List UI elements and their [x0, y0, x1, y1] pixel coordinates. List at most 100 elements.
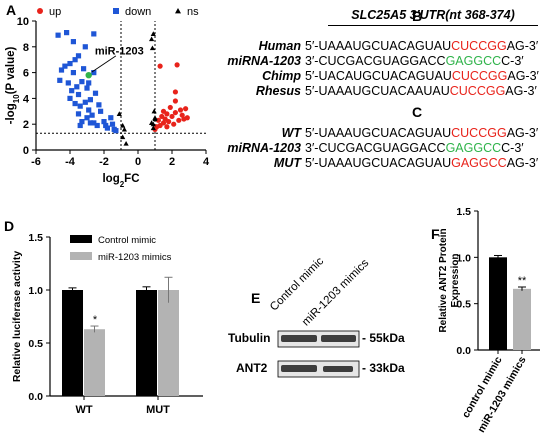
bar: [158, 290, 179, 396]
data-point-down: [96, 102, 102, 108]
legend-label: ns: [187, 6, 199, 18]
sequence-label: Rhesus: [255, 84, 301, 98]
sequence-prefix: 5′-UAAAUGCUACAGUAU: [305, 39, 452, 53]
annotation-label: miR-1203: [95, 46, 144, 58]
data-point-ns: [149, 120, 155, 125]
sequence-prefix: 3′-CUCGACGUAGGACC: [305, 141, 446, 155]
data-point-up: [179, 112, 185, 118]
data-point-up: [174, 62, 180, 68]
panel-letter-f: F: [431, 226, 440, 242]
data-point-down: [77, 103, 83, 109]
data-point-up: [177, 107, 184, 113]
data-point-down: [89, 112, 95, 118]
y-axis-title: -log10(P value): [5, 46, 21, 124]
y-tick-label: 1.5: [28, 232, 43, 244]
legend-label: up: [49, 6, 61, 18]
sequence: 3′-CUCGACGUAGGACCGAGGCCC-3′: [305, 54, 524, 68]
data-point-up: [172, 109, 178, 116]
data-point-ns: [121, 126, 127, 132]
y-tick-label: 0.0: [28, 391, 43, 403]
data-point-down: [62, 63, 68, 69]
y-tick-label: 0.5: [456, 299, 471, 311]
panel-letter-a: A: [6, 2, 17, 18]
significance-marker: **: [518, 275, 527, 287]
data-point-down: [91, 70, 97, 76]
data-point-down: [109, 121, 116, 127]
data-point-down: [70, 39, 76, 45]
legend-label: Control mimic: [98, 235, 156, 246]
data-point-up: [157, 63, 163, 69]
data-point-down: [104, 125, 110, 131]
sequence-suffix: AG-3′: [506, 126, 539, 140]
sequence-prefix: 5′-UAAAUGCUACAGUAU: [305, 126, 452, 140]
sequence-suffix: AG-3′: [507, 69, 539, 83]
y-tick-label: 1.0: [456, 252, 471, 264]
data-point-down: [82, 99, 88, 105]
data-point-ns: [150, 125, 156, 131]
data-point-mir-1203: [85, 71, 92, 79]
sequence: 5′-UAAAUGCUACAGUAUGAGGCCAG-3′: [305, 156, 538, 170]
legend-marker-ns: [175, 8, 181, 14]
data-point-down: [79, 79, 85, 85]
y-axis-title: Relative ANT2 ProteinExpression: [438, 228, 461, 332]
data-point-down: [72, 100, 78, 107]
legend-marker-up: [37, 8, 43, 14]
data-point-up: [172, 98, 178, 104]
data-point-down: [87, 120, 93, 126]
blot-band: [281, 335, 317, 342]
significance-marker: *: [93, 314, 98, 326]
sequence-prefix: 5′-UAAAUGCUACAAUAU: [305, 84, 450, 98]
data-point-up: [184, 115, 190, 121]
data-point-down: [74, 84, 80, 90]
y-tick-label: 0: [23, 145, 29, 157]
data-point-down: [67, 95, 73, 101]
data-point-down: [64, 30, 70, 36]
data-point-down: [87, 97, 93, 103]
sequence: 5′-UAAAUGCUACAAUAUCUCCGGAG-3′: [305, 84, 537, 98]
sequence-prefix: 3′-CUCGACGUAGGACC: [305, 54, 446, 68]
data-point-down: [77, 122, 83, 129]
seed-region: CUCCGG: [449, 84, 506, 98]
data-point-up: [160, 120, 167, 126]
sequence-label: miRNA-1203: [227, 54, 301, 68]
y-tick-label: 1.0: [28, 285, 43, 297]
sequence-prefix: 5′-UACAUGCUACAGUAU: [305, 69, 452, 83]
y-tick-label: 1.5: [456, 206, 471, 218]
sequence: 5′-UAAAUGCUACAGUAUCUCCGGAG-3′: [305, 126, 538, 140]
y-tick-label: 8: [23, 42, 29, 54]
seed-region: GAGGCC: [445, 54, 502, 68]
data-point-down: [91, 120, 97, 126]
data-point-ns: [149, 45, 156, 51]
data-point-up: [167, 104, 173, 111]
bar: [84, 329, 105, 396]
blot-size-label: - 33kDa: [362, 361, 405, 375]
sequence-label: Human: [258, 39, 301, 53]
data-point-down: [108, 115, 114, 121]
data-point-down: [81, 66, 87, 72]
sequence-suffix: AG-3′: [506, 39, 539, 53]
y-tick-label: 10: [17, 16, 29, 28]
seed-region: GAGGCC: [445, 141, 502, 155]
data-point-down: [86, 107, 92, 113]
legend-swatch: [70, 235, 92, 243]
x-tick-label: -2: [99, 156, 109, 168]
y-tick-label: 6: [23, 68, 29, 80]
sequence-label: Chimp: [262, 69, 301, 83]
x-tick-label: 0: [135, 156, 141, 168]
data-point-ns: [123, 140, 129, 146]
panel-letter-c: C: [412, 104, 423, 120]
data-point-down: [69, 88, 75, 94]
data-point-up: [176, 117, 182, 123]
panel-letter-b: B: [412, 8, 423, 24]
data-point-down: [65, 80, 71, 86]
data-point-ns: [149, 36, 155, 42]
x-tick-label: -4: [65, 156, 76, 168]
data-point-down: [75, 111, 82, 117]
x-tick-label: MUT: [146, 404, 170, 416]
seed-region: CUCCGG: [451, 126, 507, 140]
sequence: 5′-UACAUGCUACAGUAUCUCCGGAG-3′: [305, 69, 539, 83]
seed-region: GAGGCC: [451, 156, 507, 170]
blot-band: [281, 365, 317, 372]
